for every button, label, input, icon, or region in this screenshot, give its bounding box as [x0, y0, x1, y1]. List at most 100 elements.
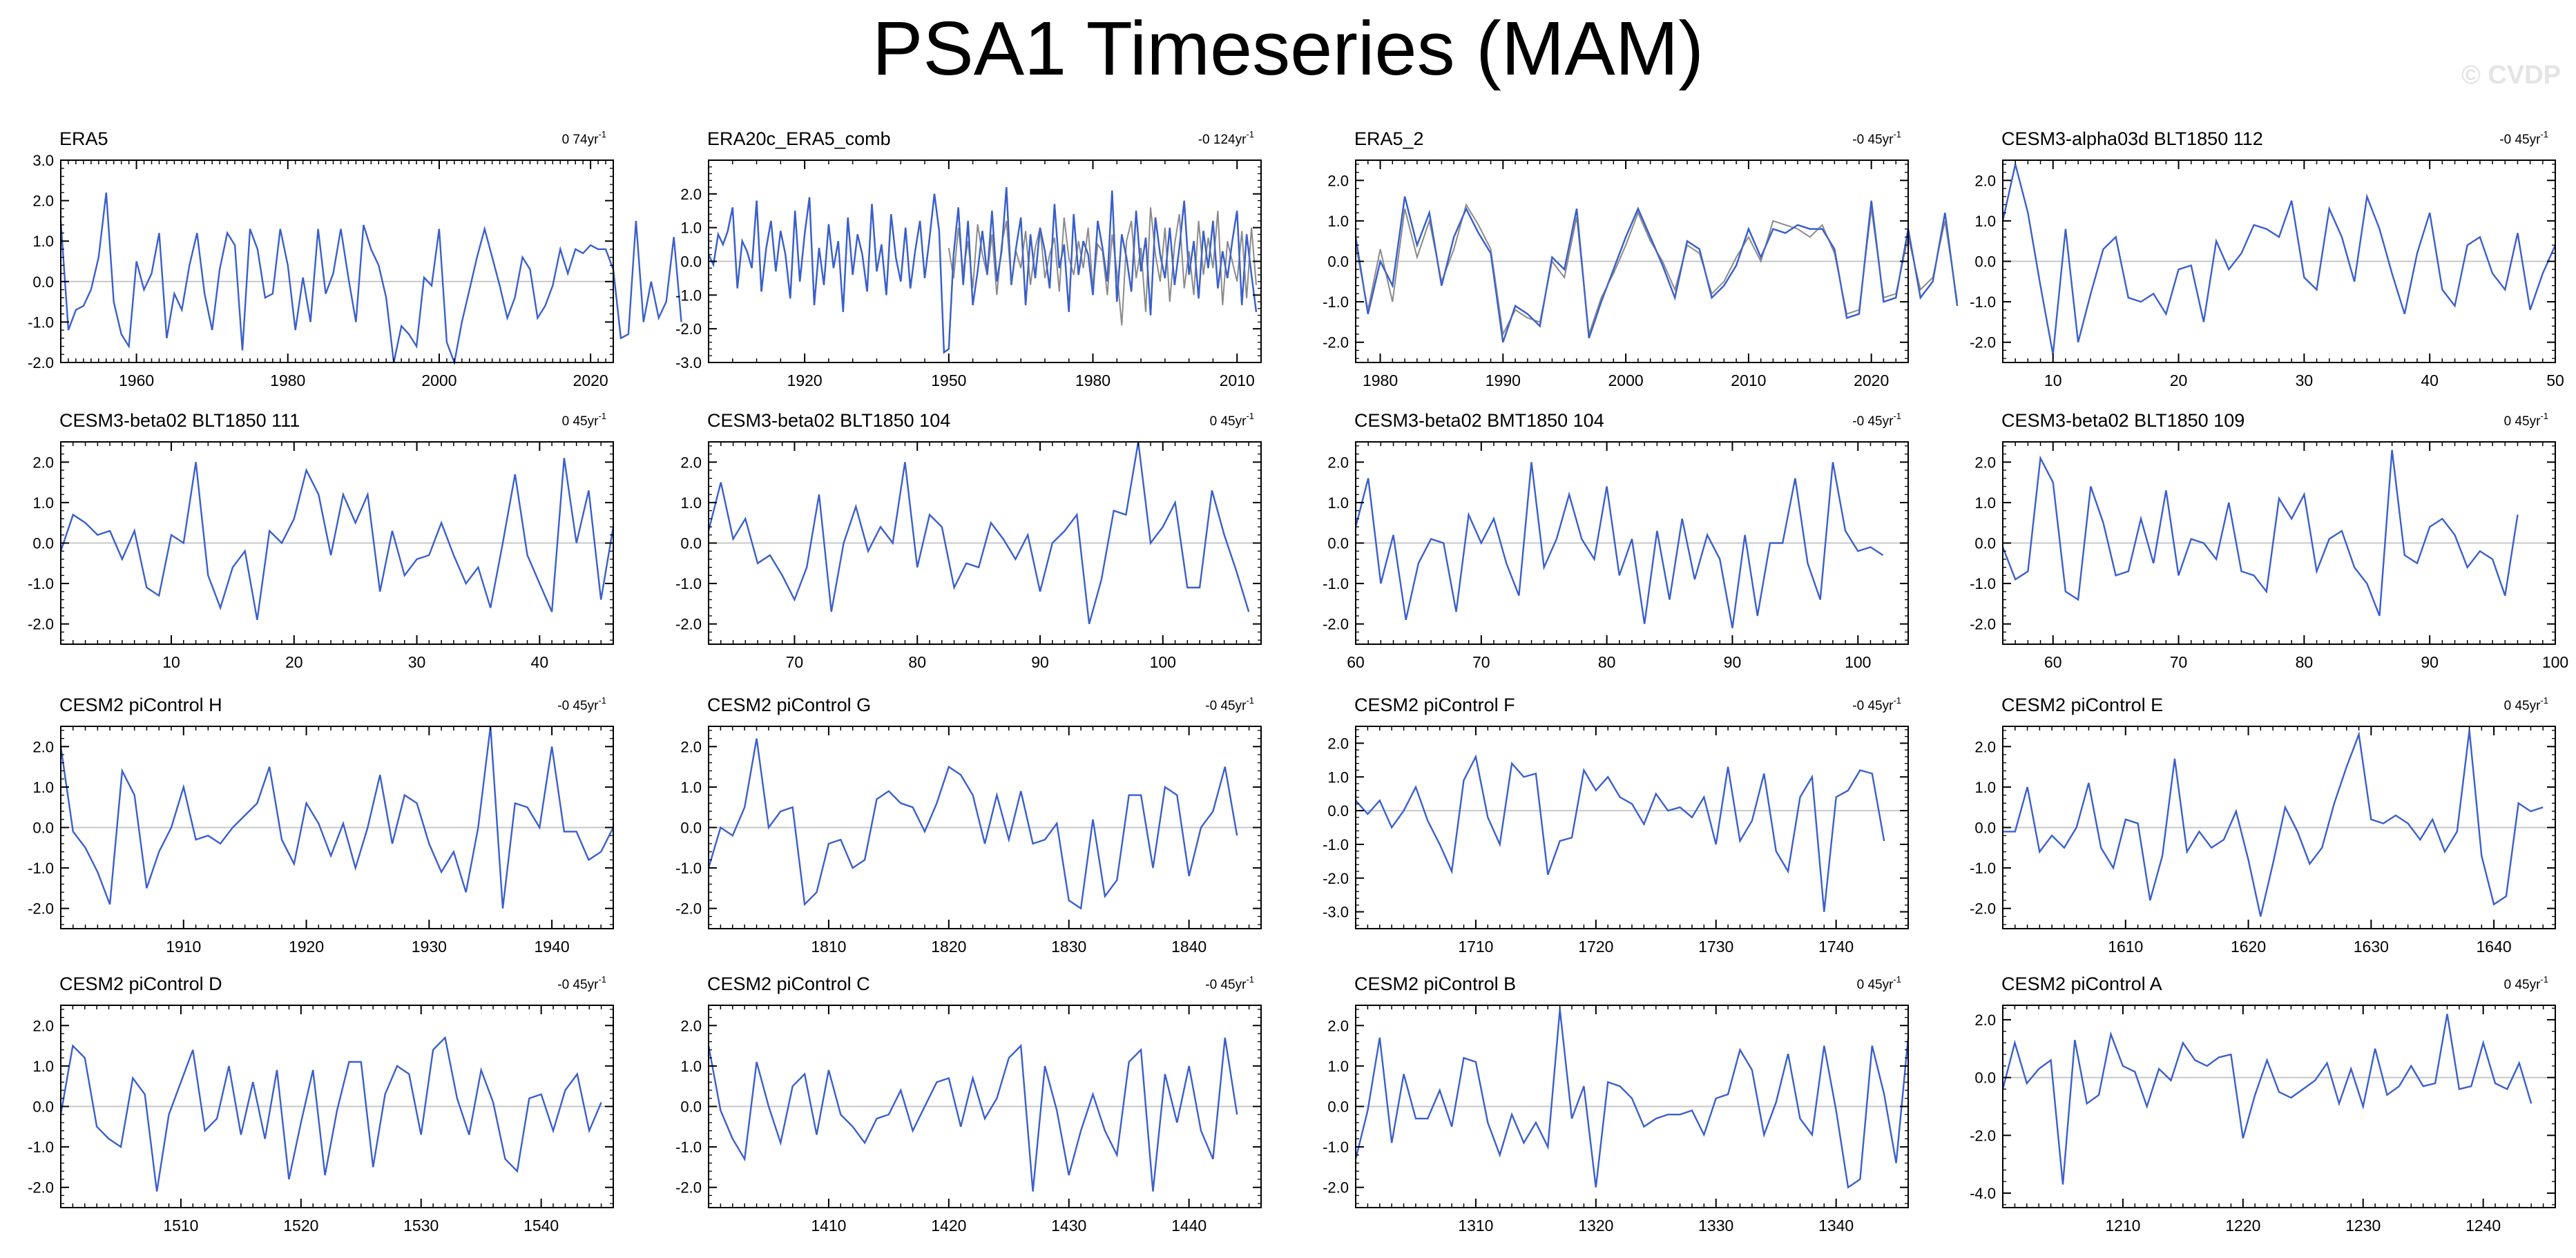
y-tick-label: -2.0	[28, 1179, 54, 1197]
y-tick-label: 1.0	[1974, 779, 1996, 796]
x-tick-label: 1630	[2354, 938, 2389, 956]
panel-11: CESM2 piControl F -0 45yr-1 1710 1720 1730 17…	[1323, 695, 1909, 956]
y-tick-label: 1.0	[32, 233, 54, 250]
trend-superscript: -1	[598, 129, 606, 139]
panel-3: ERA5_2 -0 45yr-1 1980 1990 2000 2010 2020 -2.0 -…	[1323, 128, 1959, 389]
x-tick-label: 1920	[787, 371, 823, 389]
panel-title: CESM2 piControl D	[59, 974, 222, 994]
y-tick-label: -1.0	[1323, 293, 1349, 311]
y-tick-label: -2.0	[1970, 900, 1996, 918]
y-tick-label: 1.0	[1327, 768, 1349, 786]
x-tick-label: 30	[408, 653, 426, 671]
panel-title: ERA5	[59, 128, 108, 149]
panel-title: CESM2 piControl G	[707, 695, 871, 715]
panel-9: CESM2 piControl H -0 45yr-1 1910 1920 1930 19…	[28, 695, 615, 956]
y-tick-label: -1.0	[675, 860, 702, 877]
x-tick-label: 1540	[523, 1217, 559, 1235]
y-tick-label: 1.0	[680, 779, 702, 796]
panel-title: CESM3-beta02 BLT1850 111	[59, 410, 300, 431]
x-tick-label: 100	[1150, 653, 1176, 671]
x-tick-label: 1920	[289, 938, 324, 956]
x-tick-label: 1330	[1698, 1217, 1733, 1235]
y-tick-label: -3.0	[1323, 904, 1349, 921]
trend-superscript: -1	[2540, 129, 2548, 139]
series-line-1	[2001, 164, 2557, 355]
trend-label: 0 45yr-1	[1210, 411, 1254, 429]
x-tick-label: 1430	[1051, 1217, 1086, 1235]
y-tick-label: 1.0	[680, 1058, 702, 1075]
y-tick-label: -2.0	[1323, 1179, 1349, 1197]
y-tick-label: -1.0	[1970, 293, 1996, 311]
y-tick-label: 2.0	[32, 193, 54, 210]
panel-title: CESM2 piControl E	[2001, 695, 2163, 715]
x-tick-label: 1730	[1698, 938, 1733, 956]
y-tick-label: 2.0	[680, 738, 702, 755]
x-tick-label: 1710	[1458, 938, 1493, 956]
y-tick-label: -3.0	[675, 354, 702, 371]
x-tick-label: 90	[2421, 653, 2439, 671]
x-tick-label: 1980	[1363, 371, 1398, 389]
x-tick-label: 30	[2296, 371, 2314, 389]
panel-7: CESM3-beta02 BMT1850 104 -0 45yr-1 60 70 80 9…	[1323, 410, 1909, 671]
x-tick-label: 50	[2546, 371, 2564, 389]
y-tick-label: 1.0	[1327, 213, 1349, 230]
trend-superscript: -1	[598, 695, 606, 706]
trend-label: -0 45yr-1	[557, 974, 606, 992]
series-line-1	[707, 1037, 1238, 1192]
y-tick-label: 2.0	[32, 738, 54, 755]
y-tick-label: 2.0	[32, 1017, 54, 1034]
series-line-1	[1354, 1009, 1910, 1189]
panel-title: CESM3-beta02 BLT1850 104	[707, 410, 950, 431]
trend-superscript: -1	[1893, 129, 1901, 139]
y-tick-label: -2.0	[1323, 334, 1349, 351]
y-tick-label: 0.0	[1974, 253, 1996, 271]
y-tick-label: -1.0	[28, 860, 54, 877]
panel-title: CESM3-beta02 BLT1850 109	[2001, 410, 2245, 431]
y-tick-label: 0.0	[1974, 820, 1996, 837]
y-tick-label: -1.0	[1970, 860, 1996, 877]
x-tick-label: 80	[1598, 653, 1616, 671]
panel-16: CESM2 piControl A 0 45yr-1 1210 1220 1230 124…	[1970, 974, 2556, 1235]
trend-superscript: -1	[1893, 974, 1901, 985]
x-tick-label: 70	[786, 653, 804, 671]
x-tick-label: 1230	[2345, 1217, 2381, 1235]
y-tick-label: 1.0	[1974, 494, 1996, 512]
x-tick-label: 40	[531, 653, 549, 671]
trend-superscript: -1	[1246, 695, 1254, 706]
y-tick-label: 2.0	[1327, 1017, 1349, 1034]
trend-superscript: -1	[2540, 411, 2548, 421]
y-tick-label: 2.0	[1974, 1012, 1996, 1029]
panel-8: CESM3-beta02 BLT1850 109 0 45yr-1 60 70 80 90…	[1970, 410, 2568, 671]
x-tick-label: 1210	[2105, 1217, 2140, 1235]
trend-superscript: -1	[1246, 411, 1254, 421]
y-tick-label: -1.0	[28, 1139, 54, 1156]
panel-title: CESM2 piControl A	[2001, 974, 2162, 994]
panel-title: CESM2 piControl F	[1354, 695, 1515, 715]
y-tick-label: 1.0	[32, 494, 54, 512]
y-tick-label: 2.0	[680, 186, 702, 203]
x-tick-label: 2010	[1731, 371, 1766, 389]
x-tick-label: 2020	[1854, 371, 1889, 389]
panel-title: ERA5_2	[1354, 128, 1424, 149]
page-title: PSA1 Timeseries (MAM)	[872, 6, 1704, 91]
y-tick-label: -2.0	[28, 616, 54, 633]
x-tick-label: 1960	[119, 371, 154, 389]
series-line-2	[948, 207, 1257, 326]
y-tick-label: -1.0	[1323, 575, 1349, 592]
y-tick-label: -2.0	[28, 354, 54, 371]
x-tick-label: 1520	[283, 1217, 318, 1235]
y-tick-label: -1.0	[1970, 575, 1996, 592]
series-line-1	[59, 192, 682, 366]
panel-4: CESM3-alpha03d BLT1850 112 -0 45yr-1 10 20 3…	[1970, 128, 2564, 389]
y-tick-label: -2.0	[1970, 334, 1996, 351]
trend-label: 0 74yr-1	[562, 129, 606, 147]
x-tick-label: 1510	[163, 1217, 198, 1235]
panel-10: CESM2 piControl G -0 45yr-1 1810 1820 1830 18…	[675, 695, 1262, 956]
y-tick-label: 0.0	[1327, 253, 1349, 271]
y-tick-label: 1.0	[32, 779, 54, 796]
x-tick-label: 1530	[403, 1217, 439, 1235]
x-tick-label: 1240	[2466, 1217, 2501, 1235]
series-line-1-overlay	[708, 187, 1258, 354]
panel-5: CESM3-beta02 BLT1850 111 0 45yr-1 10 20 30 40…	[28, 410, 615, 671]
